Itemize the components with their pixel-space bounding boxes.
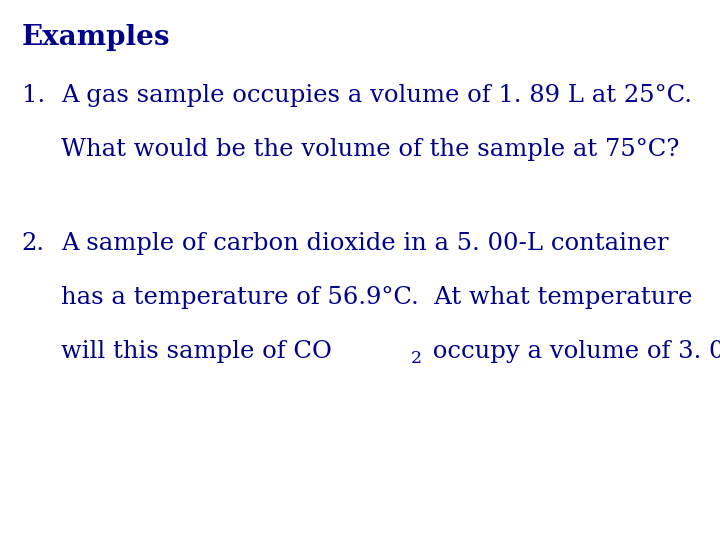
Text: A sample of carbon dioxide in a 5. 00-L container: A sample of carbon dioxide in a 5. 00-L … bbox=[61, 232, 669, 255]
Text: will this sample of CO: will this sample of CO bbox=[61, 340, 332, 363]
Text: occupy a volume of 3. 00 L?: occupy a volume of 3. 00 L? bbox=[425, 340, 720, 363]
Text: 1.: 1. bbox=[22, 84, 45, 107]
Text: Examples: Examples bbox=[22, 24, 170, 51]
Text: What would be the volume of the sample at 75°C?: What would be the volume of the sample a… bbox=[61, 138, 680, 161]
Text: A gas sample occupies a volume of 1. 89 L at 25°C.: A gas sample occupies a volume of 1. 89 … bbox=[61, 84, 692, 107]
Text: has a temperature of 56.9°C.  At what temperature: has a temperature of 56.9°C. At what tem… bbox=[61, 286, 693, 309]
Text: 2: 2 bbox=[410, 350, 422, 367]
Text: 2.: 2. bbox=[22, 232, 45, 255]
